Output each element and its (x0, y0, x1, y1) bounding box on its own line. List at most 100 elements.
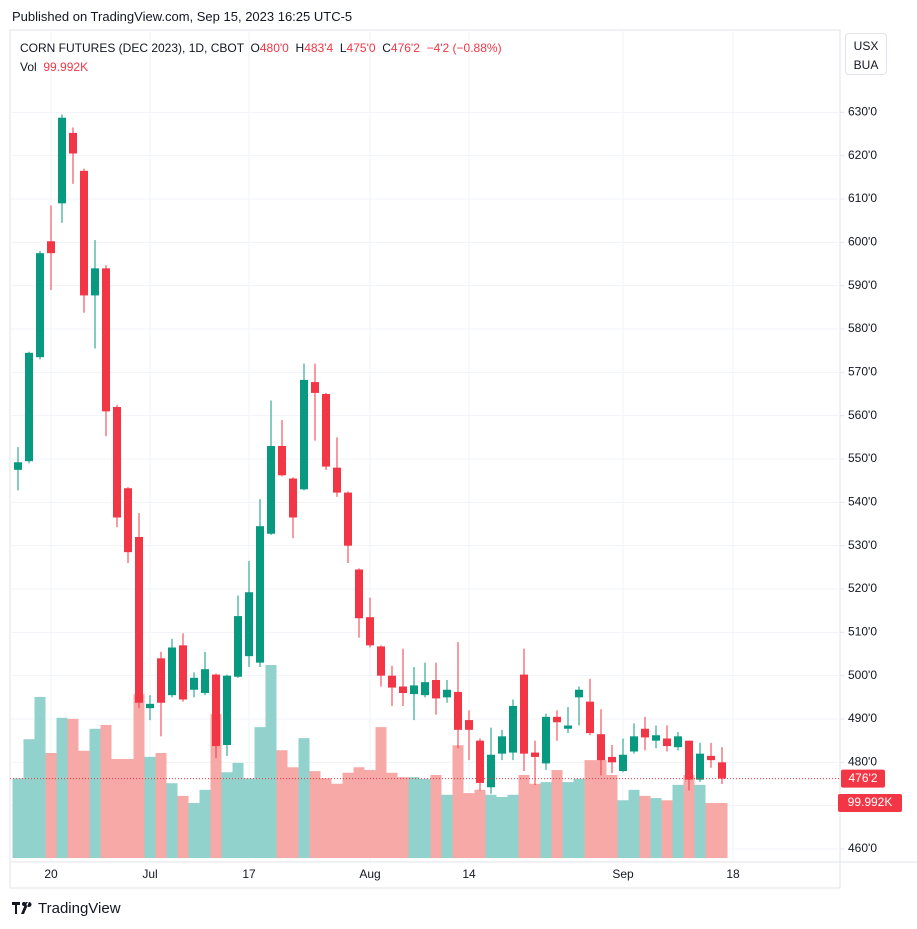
candle-body (212, 674, 220, 747)
candle-body (377, 646, 385, 676)
brand: TradingView (12, 900, 121, 917)
candle-body (190, 677, 198, 690)
candle-body (366, 617, 374, 646)
candle-body (707, 755, 715, 761)
y-tick-label: 500'0 (848, 668, 877, 682)
x-tick-label: 18 (726, 867, 740, 881)
candle-body (586, 701, 594, 734)
candle-body (630, 736, 638, 752)
candle-body (487, 754, 495, 788)
symbol-title: CORN FUTURES (DEC 2023), 1D, CBOT (20, 41, 244, 55)
candle-body (542, 716, 550, 764)
candle-body (36, 253, 44, 358)
volume-bar (232, 762, 244, 858)
y-tick-label: 520'0 (848, 581, 877, 595)
volume-text: 99.992K (43, 60, 89, 74)
volume-bar (430, 774, 442, 858)
candle-body (267, 446, 275, 534)
volume-bar (188, 803, 200, 858)
y-tick-label: 530'0 (848, 538, 877, 552)
volume-bar (243, 778, 255, 858)
candle-body (531, 752, 539, 757)
last-volume-label: 99.992K (848, 795, 893, 809)
volume-bar (639, 795, 651, 858)
volume-bar (155, 752, 167, 858)
volume-bar (617, 800, 629, 858)
volume-bar (265, 665, 277, 858)
candle-body (91, 268, 99, 296)
y-tick-label: 490'0 (848, 711, 877, 725)
x-tick-label: Jul (142, 867, 157, 881)
y-tick-label: 590'0 (848, 278, 877, 292)
currency-button[interactable]: USX BUA (845, 33, 887, 75)
volume-bar (452, 745, 464, 858)
volume-bar (375, 727, 387, 858)
x-tick-label: Sep (612, 867, 634, 881)
candle-body (553, 716, 561, 723)
x-tick-label: 17 (242, 867, 256, 881)
candle-body (564, 725, 572, 729)
candle-body (300, 379, 308, 490)
volume-bar (419, 778, 431, 858)
volume-bar (529, 783, 541, 858)
volume-bar (122, 759, 134, 858)
volume-bar (595, 760, 607, 858)
volume-bar (716, 803, 728, 858)
candle-body (201, 669, 209, 693)
volume-bar (540, 782, 552, 858)
volume-bar (584, 760, 596, 858)
candle-body (135, 537, 143, 703)
candle-body (168, 647, 176, 696)
ohlc-key: H (295, 41, 305, 55)
candle-body (575, 689, 583, 698)
volume-bar (177, 795, 189, 858)
y-tick-label: 510'0 (848, 625, 877, 639)
volume-bar (628, 789, 640, 858)
volume-bar (485, 794, 497, 858)
volume-bar (551, 770, 563, 858)
last-volume-tag (838, 794, 902, 813)
candle-body (333, 467, 341, 493)
volume-bar (397, 777, 409, 858)
volume-bar (562, 782, 574, 858)
candle-body (399, 686, 407, 693)
y-tick-label: 480'0 (848, 755, 877, 769)
ohlc-value: 476'2 (390, 41, 420, 55)
candle-body (278, 446, 286, 476)
volume-bar (67, 718, 79, 858)
candle-body (619, 754, 627, 771)
candle-body (355, 569, 363, 619)
volume-bar (353, 767, 365, 858)
volume-bar (463, 793, 475, 858)
y-tick-label: 580'0 (848, 321, 877, 335)
candle-body (520, 674, 528, 754)
y-tick-label: 570'0 (848, 365, 877, 379)
change: −4'2 (−0.88%) (426, 41, 502, 55)
candle-body (388, 675, 396, 688)
volume-bar (606, 774, 618, 858)
candle-body (421, 682, 429, 696)
candle-body (179, 645, 187, 700)
candle-body (641, 728, 649, 738)
candle-body (443, 689, 451, 698)
volume-bar (89, 728, 101, 858)
y-tick-label: 610'0 (848, 191, 877, 205)
y-tick-label: 600'0 (848, 235, 877, 249)
unit: BUA (853, 58, 879, 72)
volume-bar (672, 784, 684, 858)
candle-body (454, 691, 462, 730)
candle-body (69, 132, 77, 154)
candle-body (652, 735, 660, 741)
x-tick-label: Aug (359, 867, 380, 881)
volume-bar (254, 727, 266, 858)
candle-body (124, 488, 132, 553)
y-tick-label: 550'0 (848, 451, 877, 465)
volume-bar (12, 778, 24, 858)
volume-bar (496, 796, 508, 858)
ohlc-value: 483'4 (304, 41, 334, 55)
plot (10, 30, 840, 862)
candle-body (718, 762, 726, 779)
legend-row: CORN FUTURES (DEC 2023), 1D, CBOT O480'0… (20, 39, 502, 58)
volume-bar (661, 800, 673, 858)
